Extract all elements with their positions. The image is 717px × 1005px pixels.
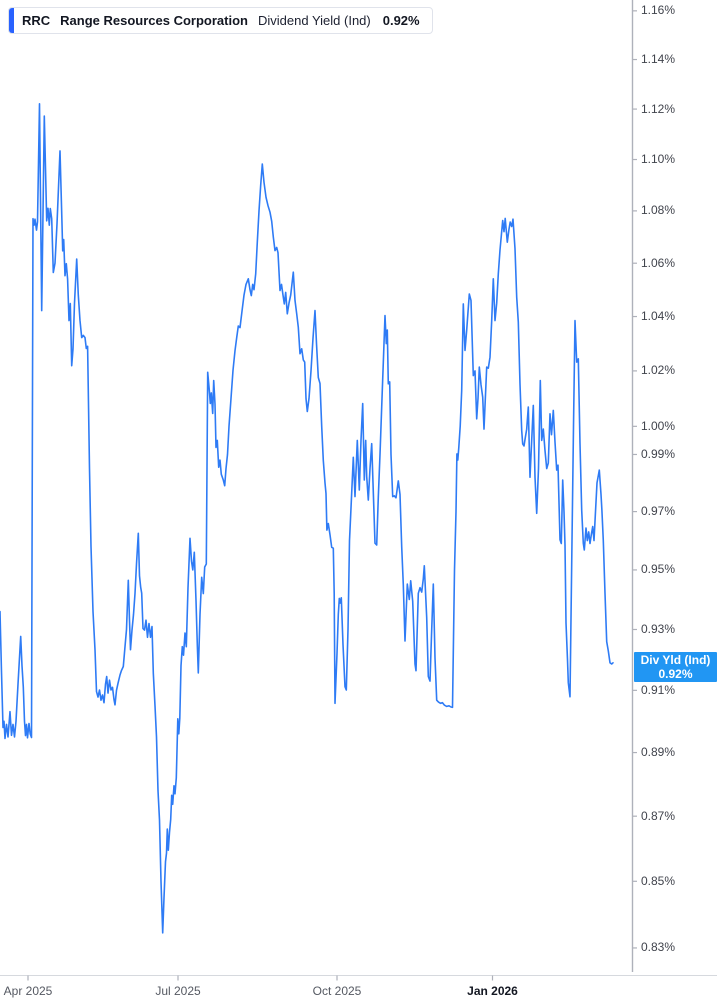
symbol-legend[interactable]: RRC Range Resources Corporation Dividend… — [8, 7, 433, 34]
y-axis-label: 1.16% — [641, 3, 676, 18]
y-axis-label: 0.89% — [641, 745, 676, 760]
y-axis-label: 1.00% — [641, 418, 676, 433]
badge-metric: Div Yld (Ind) — [640, 653, 711, 667]
y-axis-label: 0.97% — [641, 504, 676, 519]
yield-line-series — [0, 103, 614, 934]
y-axis-label: 1.08% — [641, 203, 676, 218]
y-axis-label: 1.04% — [641, 309, 676, 324]
last-value-badge: Div Yld (Ind) 0.92% — [634, 652, 717, 682]
y-axis-label: 0.93% — [641, 621, 676, 636]
symbol-ticker: RRC — [22, 13, 51, 28]
y-axis-label: 1.12% — [641, 101, 676, 116]
y-axis-label: 1.02% — [641, 363, 676, 378]
metric-value: 0.92% — [382, 13, 420, 28]
y-axis-label: 0.91% — [641, 682, 676, 697]
legend-texts: RRC Range Resources Corporation Dividend… — [14, 8, 432, 33]
y-axis-label: 0.85% — [641, 873, 676, 888]
company-name: Range Resources Corporation — [60, 13, 248, 28]
x-axis-label: Apr 2025 — [3, 984, 53, 998]
y-axis-label: 1.06% — [641, 255, 676, 270]
x-axis-label: Jan 2026 — [467, 984, 518, 998]
x-axis-label: Jul 2025 — [155, 984, 201, 998]
y-axis-label: 0.95% — [641, 562, 676, 577]
y-axis-label: 0.87% — [641, 808, 676, 823]
metric-label: Dividend Yield (Ind) — [258, 13, 371, 28]
y-axis-label: 1.10% — [641, 152, 676, 167]
y-axis-label: 1.14% — [641, 52, 676, 67]
x-axis-label: Oct 2025 — [312, 984, 362, 998]
y-axis-label: 0.99% — [641, 446, 676, 461]
legend-accent-bar — [9, 8, 14, 33]
y-axis-label: 0.83% — [641, 940, 676, 955]
badge-value: 0.92% — [658, 667, 693, 681]
